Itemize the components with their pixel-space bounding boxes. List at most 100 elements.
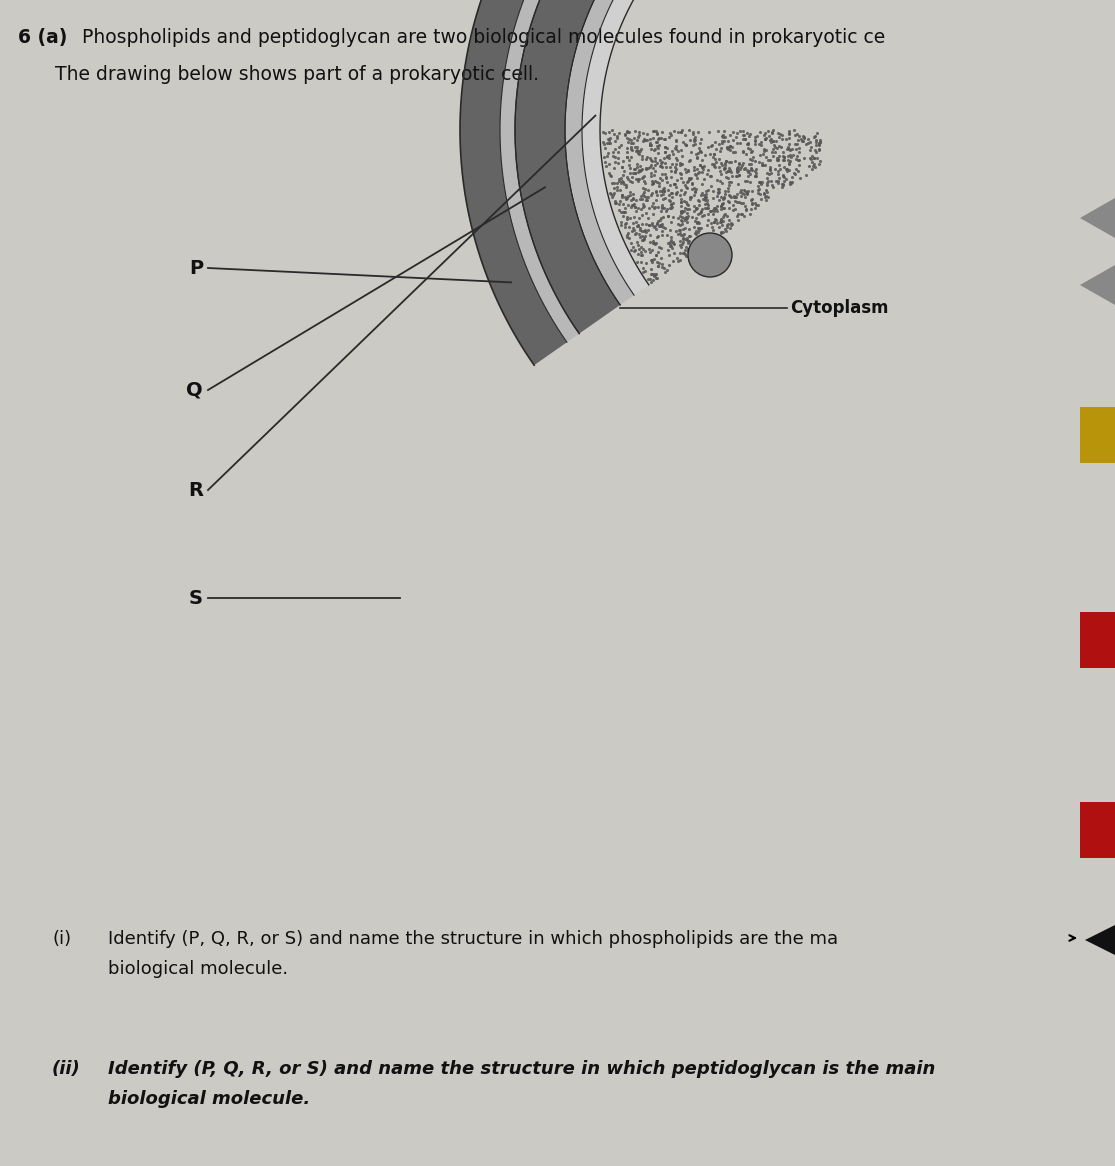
Point (607, 140, 624, 159)
Point (723, 138, 740, 156)
Point (768, 139, 786, 157)
Point (778, 161, 796, 180)
Point (690, 139, 708, 157)
Point (668, 222, 686, 240)
Point (692, 157, 710, 176)
Point (773, 177, 791, 196)
Point (716, 122, 734, 141)
Point (743, 191, 760, 210)
Point (720, 175, 738, 194)
Point (680, 152, 698, 170)
Point (721, 187, 739, 205)
Point (628, 131, 646, 149)
Point (730, 194, 748, 212)
Point (720, 161, 738, 180)
Point (608, 181, 626, 199)
Point (623, 222, 641, 240)
Point (728, 161, 746, 180)
Point (721, 136, 739, 155)
Point (735, 160, 753, 178)
Point (727, 188, 745, 206)
Point (729, 204, 747, 223)
Point (797, 134, 815, 153)
Point (618, 226, 636, 245)
Point (789, 139, 807, 157)
Point (757, 176, 775, 195)
Point (717, 159, 735, 177)
Point (769, 174, 787, 192)
Point (624, 129, 642, 148)
Point (727, 142, 745, 161)
Point (682, 208, 700, 226)
Point (682, 188, 700, 206)
Point (757, 124, 775, 142)
Point (701, 215, 719, 233)
Point (610, 201, 628, 219)
Point (656, 138, 673, 156)
Point (629, 141, 647, 160)
Point (641, 243, 659, 261)
Point (733, 181, 750, 199)
Point (629, 245, 647, 264)
Point (728, 211, 746, 230)
Point (727, 188, 745, 206)
Point (728, 159, 746, 177)
Point (622, 131, 640, 149)
Point (603, 188, 621, 206)
Point (663, 183, 681, 202)
Point (597, 139, 614, 157)
Point (708, 202, 726, 220)
Point (683, 244, 701, 262)
Point (644, 232, 662, 251)
Point (754, 173, 772, 191)
Point (766, 142, 784, 161)
Point (647, 245, 665, 264)
Point (683, 135, 701, 154)
Point (768, 152, 786, 170)
Point (738, 183, 756, 202)
Point (691, 203, 709, 222)
Point (649, 136, 667, 155)
Point (779, 154, 797, 173)
Point (795, 128, 813, 147)
Point (662, 212, 680, 231)
Point (619, 196, 637, 215)
Text: biological molecule.: biological molecule. (108, 960, 288, 978)
Point (640, 199, 658, 218)
Point (678, 195, 696, 213)
Point (607, 147, 624, 166)
Point (646, 155, 663, 174)
Point (660, 246, 678, 265)
Point (795, 148, 813, 167)
Point (811, 152, 828, 170)
Point (679, 240, 697, 259)
Point (644, 194, 662, 212)
Point (685, 185, 702, 204)
Polygon shape (460, 0, 774, 365)
Point (632, 238, 650, 257)
Point (686, 178, 704, 197)
Point (632, 227, 650, 246)
Point (717, 222, 735, 240)
Point (686, 160, 704, 178)
Point (660, 128, 678, 147)
Point (646, 267, 663, 286)
Point (690, 230, 708, 248)
Point (727, 167, 745, 185)
Point (656, 154, 673, 173)
Point (657, 129, 675, 148)
Point (710, 149, 728, 168)
Point (746, 134, 764, 153)
Point (627, 240, 644, 259)
Point (680, 169, 698, 188)
Point (709, 180, 727, 198)
Point (746, 198, 764, 217)
Point (604, 142, 622, 161)
Point (709, 122, 727, 141)
Point (657, 202, 675, 220)
Point (677, 238, 695, 257)
Point (623, 196, 641, 215)
Point (614, 152, 632, 170)
Point (594, 122, 612, 141)
Point (678, 208, 696, 226)
